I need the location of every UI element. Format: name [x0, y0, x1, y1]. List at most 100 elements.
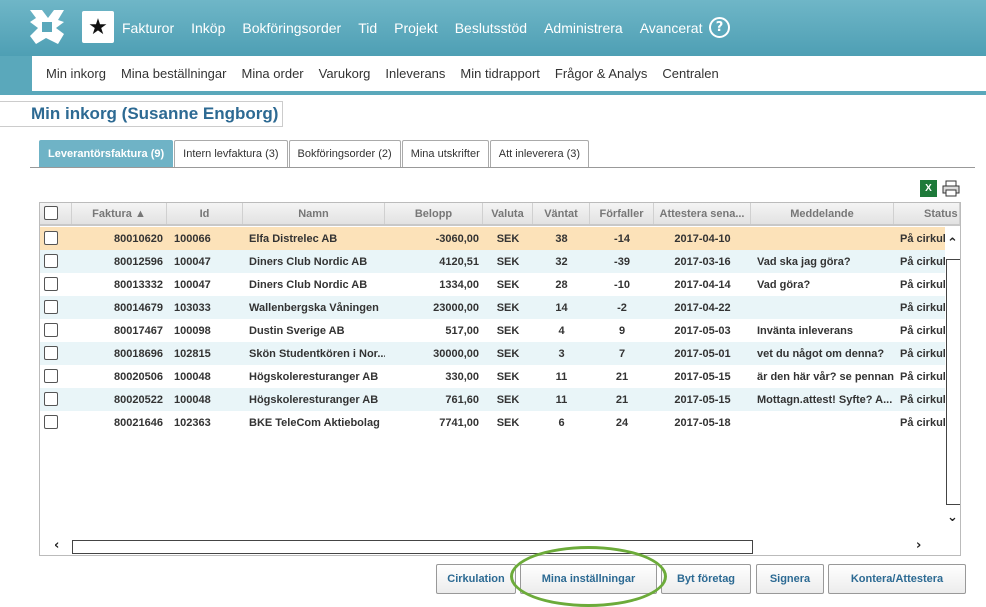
subnav-item-centralen[interactable]: Centralen: [662, 66, 719, 81]
table-row[interactable]: 80021646 102363 BKE TeleCom Aktiebolag 7741…: [40, 411, 945, 434]
subnav-item-min-inkorg[interactable]: Min inkorg: [46, 66, 106, 81]
table-row[interactable]: 80012596 100047 Diners Club Nordic AB 4120,…: [40, 250, 945, 273]
row-checkbox[interactable]: [44, 369, 58, 383]
cell-valuta: SEK: [496, 393, 520, 406]
tab-bokforingsorder[interactable]: Bokföringsorder (2): [288, 140, 401, 167]
cell-faktura: 80020522: [114, 393, 163, 406]
vertical-scrollbar[interactable]: ⌃ ⌄: [945, 236, 960, 532]
row-checkbox[interactable]: [44, 392, 58, 406]
table-row[interactable]: 80018696 102815 Skön Studentkören i Nor...…: [40, 342, 945, 365]
horizontal-scroll-thumb[interactable]: [72, 540, 753, 554]
col-namn[interactable]: Namn: [243, 203, 385, 224]
row-checkbox[interactable]: [44, 254, 58, 268]
cell-belopp: 7741,00: [439, 416, 479, 429]
tab-intern-levfaktura[interactable]: Intern levfaktura (3): [174, 140, 288, 167]
cell-faktura: 80014679: [114, 301, 163, 314]
title-box: [0, 101, 283, 127]
cell-forfaller: -39: [614, 255, 630, 268]
col-valuta[interactable]: Valuta: [483, 203, 533, 224]
col-vantat[interactable]: Väntat: [533, 203, 590, 224]
cell-belopp: 23000,00: [433, 301, 479, 314]
cell-namn: Diners Club Nordic AB: [249, 278, 368, 291]
cell-id: 102815: [174, 347, 211, 360]
subnav-item-fragor-analys[interactable]: Frågor & Analys: [554, 66, 648, 81]
tab-mina-utskrifter[interactable]: Mina utskrifter: [401, 140, 489, 167]
table-row[interactable]: 80013332 100047 Diners Club Nordic AB 1334,…: [40, 273, 945, 296]
help-icon[interactable]: ?: [709, 17, 730, 38]
table-row[interactable]: 80014679 103033 Wallenbergska Våningen 2300…: [40, 296, 945, 319]
sub-nav: Min inkorg Mina beställningar Mina order…: [32, 56, 986, 91]
cell-id: 100047: [174, 278, 211, 291]
scroll-down-icon[interactable]: ⌄: [947, 510, 958, 525]
nav-item-inkop[interactable]: Inköp: [191, 20, 226, 36]
cell-meddelande: Vad ska jag göra?: [757, 255, 851, 268]
vertical-scroll-thumb[interactable]: [946, 259, 960, 505]
table-row[interactable]: 80017467 100098 Dustin Sverige AB 517,00 SEK…: [40, 319, 945, 342]
subnav-item-mina-bestallningar[interactable]: Mina beställningar: [120, 66, 227, 81]
col-meddelande[interactable]: Meddelande: [751, 203, 894, 224]
cell-faktura: 80018696: [114, 347, 163, 360]
kontera-attestera-button[interactable]: Kontera/Attestera: [828, 564, 966, 594]
logo-icon[interactable]: [28, 8, 66, 46]
cirkulation-button[interactable]: Cirkulation: [436, 564, 516, 594]
nav-item-tid[interactable]: Tid: [358, 20, 378, 36]
row-checkbox[interactable]: [44, 231, 58, 245]
nav-item-beslutsstod[interactable]: Beslutsstöd: [454, 20, 528, 36]
cell-vantat: 6: [558, 416, 565, 429]
cell-namn: BKE TeleCom Aktiebolag: [249, 416, 380, 429]
nav-item-fakturor[interactable]: Fakturor: [122, 20, 175, 36]
nav-item-projekt[interactable]: Projekt: [394, 20, 438, 36]
cell-vantat: 11: [555, 370, 568, 383]
print-icon[interactable]: [942, 180, 960, 197]
row-checkbox[interactable]: [44, 323, 58, 337]
signera-button[interactable]: Signera: [756, 564, 824, 594]
scroll-up-icon[interactable]: ⌃: [947, 236, 958, 251]
cell-namn: Diners Club Nordic AB: [249, 255, 368, 268]
cell-namn: Högskoleresturanger AB: [249, 370, 379, 383]
tab-leverantorsfaktura[interactable]: Leverantörsfaktura (9): [39, 140, 174, 167]
cell-id: 100048: [174, 370, 211, 383]
cell-meddelande: [751, 227, 894, 250]
nav-item-avancerat[interactable]: Avancerat: [639, 20, 703, 36]
table-row[interactable]: 80010620 100066 Elfa Distrelec AB -3060,00 S…: [40, 227, 945, 250]
nav-item-administrera[interactable]: Administrera: [544, 20, 623, 36]
cell-meddelande: [751, 296, 894, 319]
row-checkbox[interactable]: [44, 346, 58, 360]
nav-item-bokforingsorder[interactable]: Bokföringsorder: [242, 20, 342, 36]
col-belopp[interactable]: Belopp: [385, 203, 483, 224]
cell-faktura: 80013332: [114, 278, 163, 291]
scroll-right-icon[interactable]: ›: [916, 538, 922, 553]
excel-icon[interactable]: X: [920, 180, 937, 197]
cell-forfaller: 7: [618, 347, 626, 360]
col-forfaller[interactable]: Förfaller: [590, 203, 654, 224]
subnav-item-mina-order[interactable]: Mina order: [241, 66, 304, 81]
col-attestera[interactable]: Attestera sena...: [654, 203, 751, 224]
cell-valuta: SEK: [496, 370, 520, 383]
tab-att-inleverera[interactable]: Att inleverera (3): [489, 140, 590, 167]
table-row[interactable]: 80020506 100048 Högskoleresturanger AB 330,…: [40, 365, 945, 388]
row-checkbox[interactable]: [44, 415, 58, 429]
row-checkbox[interactable]: [44, 277, 58, 291]
top-bar: ★ Fakturor Inköp Bokföringsorder Tid Pro…: [0, 0, 986, 56]
cell-forfaller: 9: [618, 324, 626, 337]
byt-foretag-button[interactable]: Byt företag: [661, 564, 751, 594]
select-all-checkbox[interactable]: [44, 206, 58, 220]
scroll-left-icon[interactable]: ‹: [54, 538, 60, 553]
col-faktura[interactable]: Faktura ▲: [72, 203, 167, 224]
tab-bar: Leverantörsfaktura (9) Intern levfaktura…: [39, 140, 590, 167]
subnav-item-varukorg[interactable]: Varukorg: [318, 66, 371, 81]
row-checkbox[interactable]: [44, 300, 58, 314]
cell-status: På cirkulation: [900, 324, 945, 337]
cell-vantat: 11: [555, 393, 568, 406]
col-id[interactable]: Id: [167, 203, 243, 224]
table-row[interactable]: 80020522 100048 Högskoleresturanger AB 761,…: [40, 388, 945, 411]
cell-faktura: 80010620: [114, 232, 163, 245]
favorites-star-icon[interactable]: ★: [82, 11, 114, 43]
cell-status: På cirkulation: [900, 393, 945, 406]
subnav-item-inleverans[interactable]: Inleverans: [385, 66, 446, 81]
col-status[interactable]: Status: [894, 203, 960, 224]
subnav-item-min-tidrapport[interactable]: Min tidrapport: [460, 66, 540, 81]
cell-forfaller: 21: [615, 393, 629, 406]
cell-vantat: 32: [555, 255, 568, 268]
cell-attestera: 2017-03-16: [674, 255, 731, 268]
